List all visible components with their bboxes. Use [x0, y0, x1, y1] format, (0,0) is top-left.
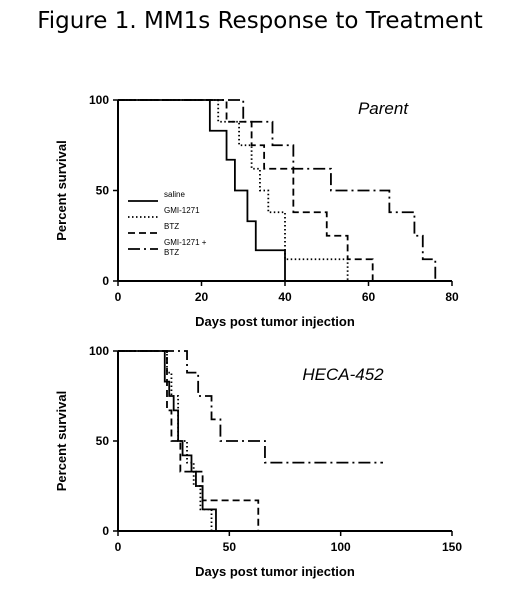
legend-label: GMI-1271: [164, 206, 200, 215]
y-tick-label: 100: [89, 93, 109, 107]
y-tick-label: 100: [89, 344, 109, 358]
x-tick-label: 20: [195, 290, 209, 304]
y-tick-label: 50: [96, 184, 110, 198]
x-axis-label: Days post tumor injection: [195, 314, 355, 329]
y-tick-label: 0: [102, 274, 109, 288]
x-axis-label: Days post tumor injection: [195, 564, 355, 579]
legend-label: BTZ: [164, 248, 179, 257]
legend-label: saline: [164, 190, 185, 199]
figure-title: Figure 1. MM1s Response to Treatment: [37, 8, 483, 34]
chart-panel-1: 0 20 40 60 80 0 50 100 Days post tumor injection…: [54, 93, 459, 329]
panel-label: HECA-452: [302, 365, 384, 384]
survival-curve-dashed: [118, 350, 260, 531]
x-tick-label: 50: [223, 540, 237, 554]
x-tick-label: 100: [331, 540, 351, 554]
y-tick-label: 50: [96, 434, 110, 448]
chart-panel-2: 0 50 100 150 0 50 100 Days post tumor injection…: [54, 344, 462, 579]
panel-label: Parent: [358, 99, 409, 118]
survival-curve-dotted: [118, 99, 349, 281]
x-tick-label: 150: [442, 540, 462, 554]
y-axis-label: Percent survival: [54, 391, 69, 491]
x-tick-label: 60: [362, 290, 376, 304]
survival-curve-solid: [118, 350, 217, 531]
survival-curve-dashdot: [118, 350, 383, 464]
x-tick-label: 0: [115, 290, 122, 304]
legend-label: BTZ: [164, 222, 179, 231]
x-tick-label: 40: [278, 290, 292, 304]
survival-curve-dashdot: [118, 99, 437, 281]
x-tick-label: 0: [115, 540, 122, 554]
y-axis-label: Percent survival: [54, 140, 69, 240]
x-tick-label: 80: [445, 290, 459, 304]
y-tick-label: 0: [102, 524, 109, 538]
survival-curve-dashed: [118, 99, 374, 281]
survival-curve-solid: [118, 99, 286, 281]
legend-label: GMI-1271 +: [164, 238, 207, 247]
